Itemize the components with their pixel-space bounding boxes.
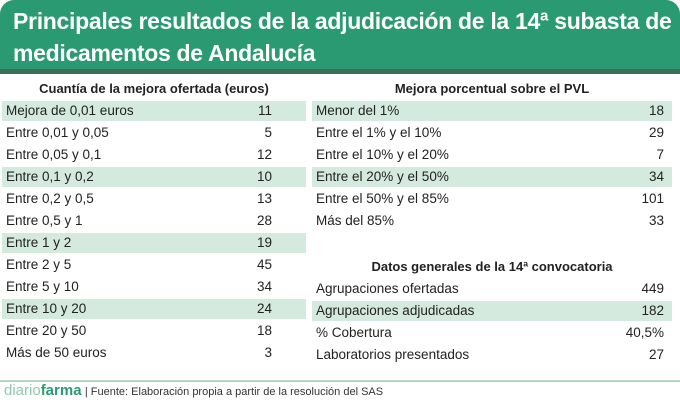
row-label: Entre 0,1 y 0,2 xyxy=(6,169,94,184)
table-row: Entre 0,05 y 0,1 12 xyxy=(2,145,306,167)
row-value: 40,5% xyxy=(625,325,664,340)
row-value: 7 xyxy=(656,147,664,162)
row-label: Menor del 1% xyxy=(316,103,400,118)
row-value: 18 xyxy=(648,103,664,118)
row-label: Entre 0,01 y 0,05 xyxy=(6,125,109,140)
table-row: Entre 0,5 y 1 28 xyxy=(2,211,306,233)
row-label: Entre 0,5 y 1 xyxy=(6,213,83,228)
row-label: Entre 5 y 10 xyxy=(6,279,79,294)
table-row: Entre 10 y 20 24 xyxy=(2,299,306,321)
table-row: Agrupaciones adjudicadas 182 xyxy=(312,301,672,323)
row-value: 34 xyxy=(256,279,272,294)
row-value: 101 xyxy=(641,191,664,206)
row-value: 10 xyxy=(256,169,272,184)
pvl-table: Mejora porcentual sobre el PVL Menor del… xyxy=(312,77,672,233)
table-row: Agrupaciones ofertadas 449 xyxy=(312,279,672,301)
table-row: Laboratorios presentados 27 xyxy=(312,345,672,367)
row-value: 24 xyxy=(256,301,272,316)
footer: diariofarma | Fuente: Elaboración propia… xyxy=(4,383,383,400)
row-value: 12 xyxy=(256,147,272,162)
header-banner: Principales resultados de la adjudicació… xyxy=(0,0,680,74)
row-value: 19 xyxy=(256,235,272,250)
table-heading: Cuantía de la mejora ofertada (euros) xyxy=(39,81,269,96)
row-label: Laboratorios presentados xyxy=(316,347,470,362)
table-row: Entre 1 y 2 19 xyxy=(2,233,306,255)
row-value: 27 xyxy=(648,347,664,362)
right-column: Mejora porcentual sobre el PVL Menor del… xyxy=(312,77,672,367)
general-data-table: Datos generales de la 14ª convocatoria A… xyxy=(312,255,672,367)
row-label: Entre 0,2 y 0,5 xyxy=(6,191,94,206)
row-label: Entre el 50% y el 85% xyxy=(316,191,449,206)
footer-divider xyxy=(0,380,680,382)
row-label: Agrupaciones ofertadas xyxy=(316,281,459,296)
row-value: 34 xyxy=(648,169,664,184)
row-value: 182 xyxy=(641,303,664,318)
logo-farma: farma xyxy=(40,382,82,399)
row-label: Agrupaciones adjudicadas xyxy=(316,303,475,318)
table-row: Mejora de 0,01 euros 11 xyxy=(2,101,306,123)
table-row: Más del 85% 33 xyxy=(312,211,672,233)
table-row: Entre el 10% y el 20% 7 xyxy=(312,145,672,167)
row-label: Más de 50 euros xyxy=(6,345,107,360)
row-value: 28 xyxy=(256,213,272,228)
row-label: Más del 85% xyxy=(316,213,395,228)
logo-diario: diario xyxy=(4,382,41,399)
table-row: Entre 20 y 50 18 xyxy=(2,321,306,343)
row-label: Entre 10 y 20 xyxy=(6,301,87,316)
row-label: Entre 1 y 2 xyxy=(6,235,72,250)
row-value: 13 xyxy=(256,191,272,206)
row-value: 3 xyxy=(264,345,272,360)
table-row: % Cobertura 40,5% xyxy=(312,323,672,345)
row-label: Entre 0,05 y 0,1 xyxy=(6,147,102,162)
mejora-euros-table: Cuantía de la mejora ofertada (euros) Me… xyxy=(2,77,306,365)
row-label: Entre el 1% y el 10% xyxy=(316,125,442,140)
table-row: Entre 0,01 y 0,05 5 xyxy=(2,123,306,145)
row-value: 11 xyxy=(257,103,272,118)
row-label: Entre 20 y 50 xyxy=(6,323,87,338)
table-row: Entre 0,2 y 0,5 13 xyxy=(2,189,306,211)
row-label: Entre el 10% y el 20% xyxy=(316,147,449,162)
row-value: 29 xyxy=(648,125,664,140)
table-row: Entre el 20% y el 50% 34 xyxy=(312,167,672,189)
table-row: Entre el 1% y el 10% 29 xyxy=(312,123,672,145)
row-value: 5 xyxy=(264,125,272,140)
source-note: | Fuente: Elaboración propia a partir de… xyxy=(84,386,384,398)
row-label: Entre 2 y 5 xyxy=(6,257,72,272)
table-row: Menor del 1% 18 xyxy=(312,101,672,123)
table-row: Entre el 50% y el 85% 101 xyxy=(312,189,672,211)
table-row: Entre 0,1 y 0,2 10 xyxy=(2,167,306,189)
table-heading: Mejora porcentual sobre el PVL xyxy=(394,81,590,96)
row-value: 33 xyxy=(648,213,664,228)
table-heading: Datos generales de la 14ª convocatoria xyxy=(371,259,613,274)
page-title: Principales resultados de la adjudicació… xyxy=(13,8,672,66)
row-value: 45 xyxy=(256,257,272,272)
table-row: Entre 5 y 10 34 xyxy=(2,277,306,299)
table-row: Entre 2 y 5 45 xyxy=(2,255,306,277)
row-label: % Cobertura xyxy=(316,325,392,340)
row-label: Mejora de 0,01 euros xyxy=(6,103,134,118)
row-label: Entre el 20% y el 50% xyxy=(316,169,449,184)
row-value: 449 xyxy=(641,281,664,296)
table-row: Más de 50 euros 3 xyxy=(2,343,306,365)
row-value: 18 xyxy=(256,323,272,338)
